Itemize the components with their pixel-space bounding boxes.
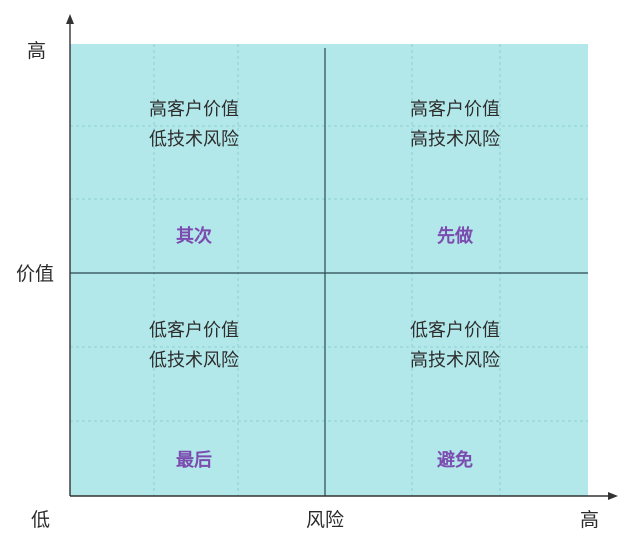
y-axis-label: 价值 <box>16 263 55 285</box>
quadrant-bottom-left-description: 低客户价值 低技术风险 <box>104 316 284 376</box>
quadrant-top-right-description: 高客户价值 高技术风险 <box>365 95 545 155</box>
origin-low-label: 低 <box>31 509 51 531</box>
x-axis-arrow-icon <box>608 492 618 500</box>
quadrant-bottom-left-line1: 低客户价值 <box>149 320 239 341</box>
y-axis-arrow-icon <box>66 14 74 24</box>
quadrant-top-left-line2: 低技术风险 <box>149 129 239 150</box>
x-axis-label: 风险 <box>306 509 345 531</box>
quadrant-top-left-description: 高客户价值 低技术风险 <box>104 95 284 155</box>
quadrant-bottom-left-action: 最后 <box>176 450 212 471</box>
x-axis-high-label: 高 <box>580 509 600 531</box>
quadrant-bottom-right-action: 避免 <box>437 450 473 471</box>
quadrant-top-right-action: 先做 <box>437 226 473 247</box>
quadrant-bottom-right-line1: 低客户价值 <box>410 320 500 341</box>
quadrant-top-left-action: 其次 <box>176 226 212 247</box>
quadrant-top-right-line2: 高技术风险 <box>410 129 500 150</box>
quadrant-top-right-line1: 高客户价值 <box>410 99 500 120</box>
quadrant-bottom-right-line2: 高技术风险 <box>410 350 500 371</box>
quadrant-bottom-left-line2: 低技术风险 <box>149 350 239 371</box>
y-axis-high-label: 高 <box>27 40 47 62</box>
quadrant-top-left-line1: 高客户价值 <box>149 99 239 120</box>
grid-lines <box>70 44 588 496</box>
quadrant-bottom-right-description: 低客户价值 高技术风险 <box>365 316 545 376</box>
